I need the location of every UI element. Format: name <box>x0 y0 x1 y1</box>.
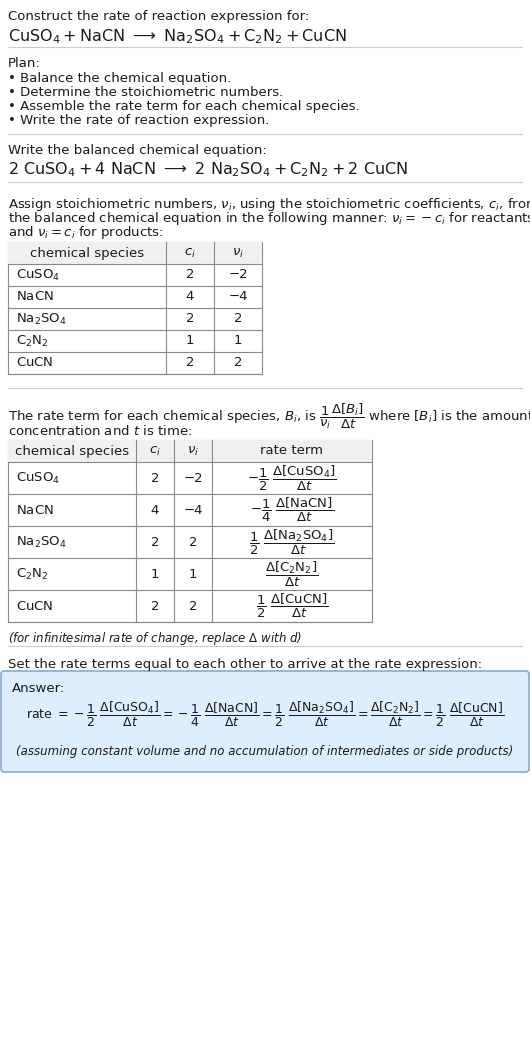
Text: $\mathrm{2\ CuSO_4 + 4\ NaCN\ \longrightarrow\ 2\ Na_2SO_4 + C_2N_2 + 2\ CuCN}$: $\mathrm{2\ CuSO_4 + 4\ NaCN\ \longright… <box>8 160 408 178</box>
Text: 2: 2 <box>186 313 195 325</box>
Text: chemical species: chemical species <box>30 247 144 259</box>
Text: 2: 2 <box>234 313 242 325</box>
Text: (for infinitesimal rate of change, replace $\Delta$ with $d$): (for infinitesimal rate of change, repla… <box>8 630 302 647</box>
Text: $-\dfrac{1}{2}\ \dfrac{\Delta[\mathrm{CuSO_4}]}{\Delta t}$: $-\dfrac{1}{2}\ \dfrac{\Delta[\mathrm{Cu… <box>247 464 337 493</box>
Text: $\dfrac{1}{2}\ \dfrac{\Delta[\mathrm{Na_2SO_4}]}{\Delta t}$: $\dfrac{1}{2}\ \dfrac{\Delta[\mathrm{Na_… <box>249 527 335 556</box>
Text: −2: −2 <box>228 269 248 281</box>
Text: 1: 1 <box>151 568 159 580</box>
Text: $\mathrm{CuCN}$: $\mathrm{CuCN}$ <box>16 599 54 613</box>
Bar <box>8 242 262 374</box>
Text: 2: 2 <box>186 269 195 281</box>
Text: $\mathrm{CuCN}$: $\mathrm{CuCN}$ <box>16 356 54 370</box>
Text: $\mathrm{Na_2SO_4}$: $\mathrm{Na_2SO_4}$ <box>16 535 67 549</box>
Text: 2: 2 <box>234 356 242 370</box>
Text: $\nu_i$: $\nu_i$ <box>232 247 244 259</box>
Text: chemical species: chemical species <box>15 445 129 457</box>
Text: Write the balanced chemical equation:: Write the balanced chemical equation: <box>8 144 267 157</box>
Text: $\dfrac{\Delta[\mathrm{C_2N_2}]}{\Delta t}$: $\dfrac{\Delta[\mathrm{C_2N_2}]}{\Delta … <box>266 560 319 589</box>
Text: • Determine the stoichiometric numbers.: • Determine the stoichiometric numbers. <box>8 86 283 99</box>
Text: −2: −2 <box>183 471 203 485</box>
Text: 1: 1 <box>234 334 242 347</box>
Text: $\mathrm{C_2N_2}$: $\mathrm{C_2N_2}$ <box>16 567 49 581</box>
Text: Construct the rate of reaction expression for:: Construct the rate of reaction expressio… <box>8 10 309 23</box>
Text: 2: 2 <box>151 471 159 485</box>
Text: 4: 4 <box>151 503 159 517</box>
Text: rate $= -\dfrac{1}{2}\ \dfrac{\Delta[\mathrm{CuSO_4}]}{\Delta t} = -\dfrac{1}{4}: rate $= -\dfrac{1}{2}\ \dfrac{\Delta[\ma… <box>26 699 504 728</box>
FancyBboxPatch shape <box>1 671 529 772</box>
Text: 1: 1 <box>189 568 197 580</box>
Text: $\dfrac{1}{2}\ \dfrac{\Delta[\mathrm{CuCN}]}{\Delta t}$: $\dfrac{1}{2}\ \dfrac{\Delta[\mathrm{CuC… <box>255 592 328 620</box>
Text: rate term: rate term <box>261 445 323 457</box>
Text: Plan:: Plan: <box>8 57 41 70</box>
Text: $\mathrm{NaCN}$: $\mathrm{NaCN}$ <box>16 503 54 517</box>
Text: (assuming constant volume and no accumulation of intermediates or side products): (assuming constant volume and no accumul… <box>16 745 514 759</box>
Text: −4: −4 <box>183 503 203 517</box>
Text: Answer:: Answer: <box>12 683 65 695</box>
Text: $\mathrm{CuSO_4}$: $\mathrm{CuSO_4}$ <box>16 470 60 486</box>
Text: Set the rate terms equal to each other to arrive at the rate expression:: Set the rate terms equal to each other t… <box>8 658 482 671</box>
Text: $\mathrm{NaCN}$: $\mathrm{NaCN}$ <box>16 291 54 303</box>
Text: • Assemble the rate term for each chemical species.: • Assemble the rate term for each chemic… <box>8 100 360 113</box>
Text: $\nu_i$: $\nu_i$ <box>187 445 199 457</box>
Text: $-\dfrac{1}{4}\ \dfrac{\Delta[\mathrm{NaCN}]}{\Delta t}$: $-\dfrac{1}{4}\ \dfrac{\Delta[\mathrm{Na… <box>250 496 334 524</box>
Text: −4: −4 <box>228 291 248 303</box>
Text: concentration and $t$ is time:: concentration and $t$ is time: <box>8 424 192 438</box>
Bar <box>8 440 372 462</box>
Text: and $\nu_i = c_i$ for products:: and $\nu_i = c_i$ for products: <box>8 224 164 241</box>
Bar <box>8 242 262 264</box>
Text: $\mathrm{Na_2SO_4}$: $\mathrm{Na_2SO_4}$ <box>16 312 67 326</box>
Text: 2: 2 <box>186 356 195 370</box>
Text: $\mathrm{CuSO_4 + NaCN\ \longrightarrow\ Na_2SO_4 + C_2N_2 + CuCN}$: $\mathrm{CuSO_4 + NaCN\ \longrightarrow\… <box>8 27 347 46</box>
Text: $\mathrm{CuSO_4}$: $\mathrm{CuSO_4}$ <box>16 268 60 282</box>
Text: • Balance the chemical equation.: • Balance the chemical equation. <box>8 72 231 85</box>
Bar <box>8 440 372 622</box>
Text: the balanced chemical equation in the following manner: $\nu_i = -c_i$ for react: the balanced chemical equation in the fo… <box>8 210 530 227</box>
Text: 2: 2 <box>189 599 197 613</box>
Text: • Write the rate of reaction expression.: • Write the rate of reaction expression. <box>8 114 269 127</box>
Text: 2: 2 <box>151 599 159 613</box>
Text: Assign stoichiometric numbers, $\nu_i$, using the stoichiometric coefficients, $: Assign stoichiometric numbers, $\nu_i$, … <box>8 196 530 213</box>
Text: 1: 1 <box>186 334 195 347</box>
Text: $c_i$: $c_i$ <box>184 247 196 259</box>
Text: The rate term for each chemical species, $B_i$, is $\dfrac{1}{\nu_i}\dfrac{\Delt: The rate term for each chemical species,… <box>8 402 530 431</box>
Text: 2: 2 <box>189 536 197 548</box>
Text: 4: 4 <box>186 291 194 303</box>
Text: $\mathrm{C_2N_2}$: $\mathrm{C_2N_2}$ <box>16 333 49 349</box>
Text: 2: 2 <box>151 536 159 548</box>
Text: $c_i$: $c_i$ <box>149 445 161 457</box>
